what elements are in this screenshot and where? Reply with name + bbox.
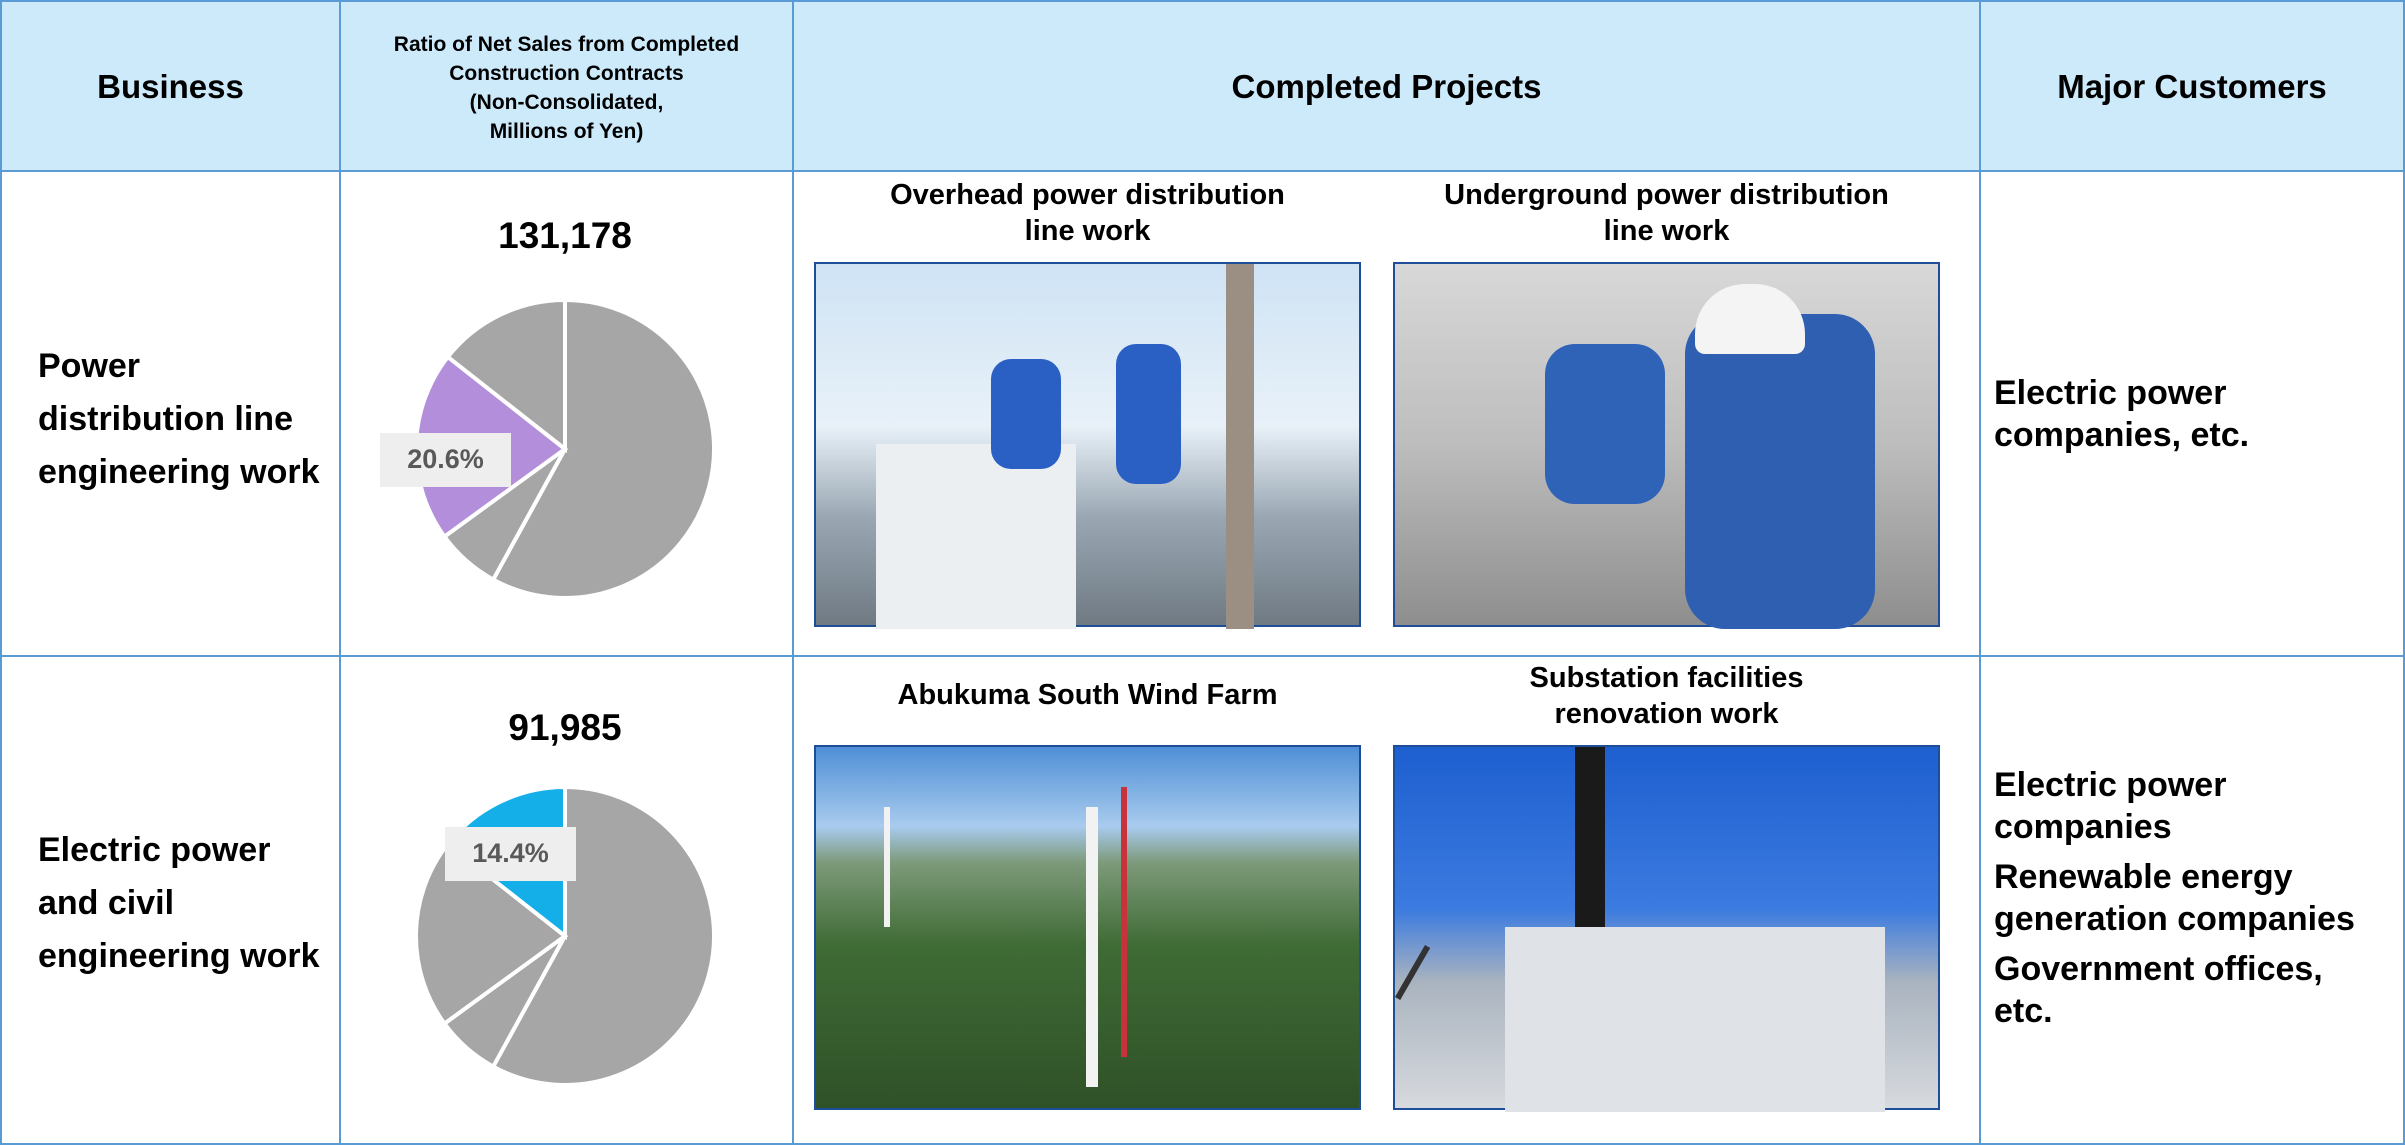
customer-list: Electric power companies Renewable energ… <box>1994 764 2399 1032</box>
value-label-box <box>380 433 511 487</box>
pie-slice <box>490 784 716 1087</box>
value-label: 14.4% <box>472 838 549 868</box>
photo-detail <box>876 444 1076 629</box>
project-caption: Underground power distribution line work <box>1444 179 1889 247</box>
pie-title: 91,985 <box>508 707 621 748</box>
pie-title: 131,178 <box>498 215 632 256</box>
photo <box>814 262 1361 629</box>
header-cell <box>1979 0 2405 172</box>
pie-slice <box>445 297 567 454</box>
header-text: Completed Projects <box>1231 68 1542 105</box>
customer-name: Government offices, etc. <box>1994 950 2323 1030</box>
photo-detail <box>1116 344 1181 484</box>
pie-slice <box>414 841 569 1027</box>
header-text: Business <box>97 68 244 105</box>
business-name: Power distribution line engineering work <box>38 347 320 491</box>
header-text: Major Customers <box>2057 68 2327 105</box>
photo <box>814 745 1361 1110</box>
photo-detail <box>1226 264 1254 629</box>
header-text: Ratio of Net Sales from Completed Constr… <box>393 33 740 143</box>
photo <box>1393 262 1940 629</box>
customer-list: Electric power companies, etc. <box>1994 372 2394 456</box>
pie-slice <box>490 297 716 600</box>
photo-detail <box>1121 787 1127 1057</box>
photo-detail <box>1545 344 1665 504</box>
customer-name: Renewable energy generation companies <box>1994 858 2355 938</box>
photo-detail <box>1505 927 1885 1112</box>
photo-detail <box>1685 314 1875 629</box>
header-cell <box>0 0 341 172</box>
business-name: Electric power and civil engineering wor… <box>38 831 320 975</box>
project-caption: Overhead power distribution line work <box>890 179 1285 247</box>
project-caption: Abukuma South Wind Farm <box>897 679 1278 711</box>
customer-name: Electric power companies <box>1994 766 2227 846</box>
photo-detail <box>884 807 890 927</box>
photo-detail <box>991 359 1061 469</box>
customer-name: Electric power companies, etc. <box>1994 374 2250 454</box>
photo <box>1393 745 1940 1112</box>
photo-detail <box>1086 807 1098 1087</box>
photo-detail <box>1695 284 1805 354</box>
header-cell <box>339 0 794 172</box>
value-label-box <box>445 827 576 881</box>
value-label: 20.6% <box>407 444 484 474</box>
photo-detail <box>1575 747 1605 947</box>
project-caption: Substation facilities renovation work <box>1529 662 1804 730</box>
